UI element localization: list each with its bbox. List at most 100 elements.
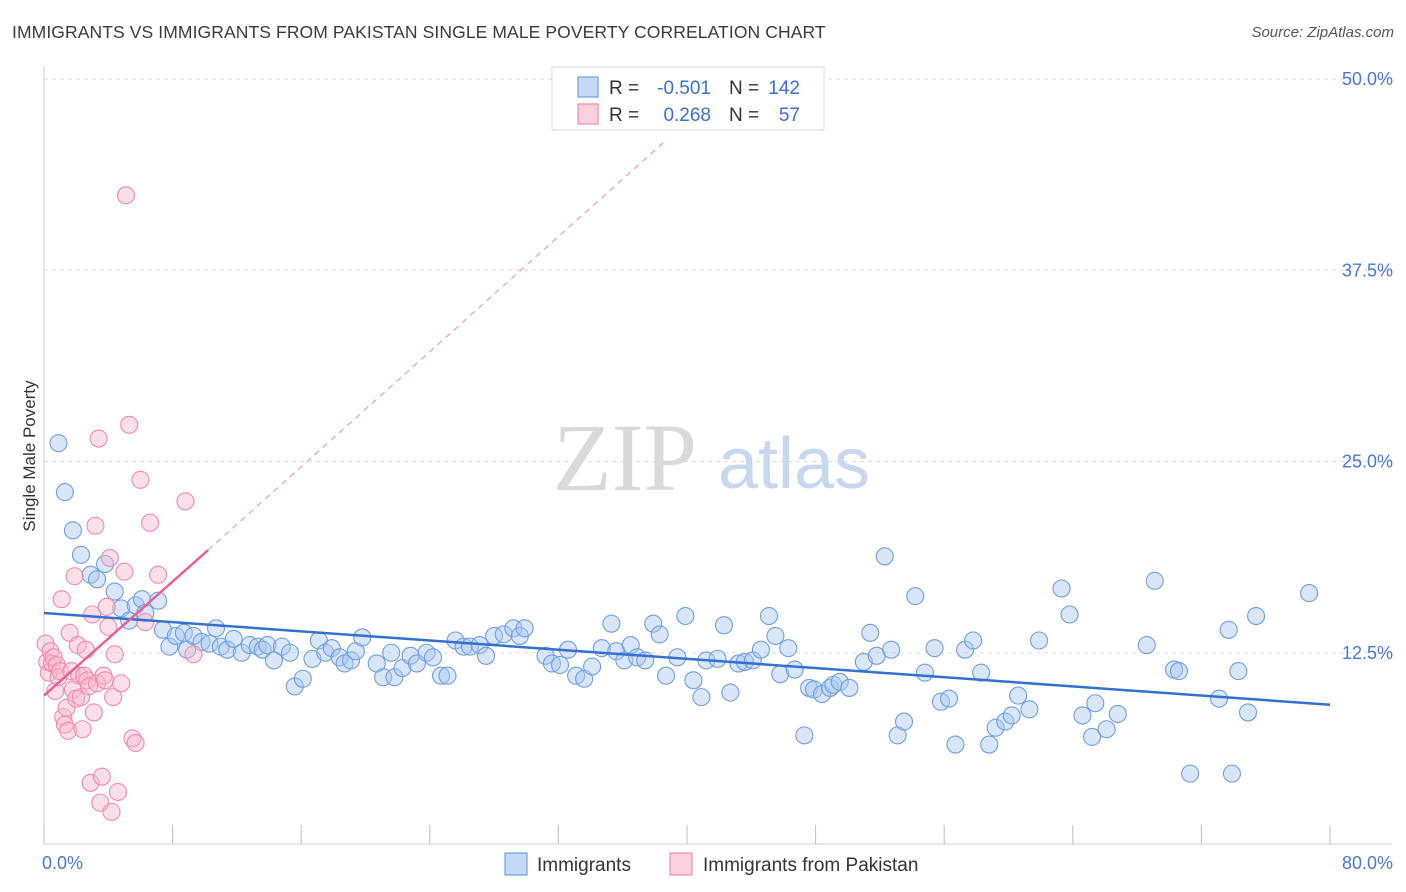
pakistan-point-56 <box>184 645 203 664</box>
immigrants-point-115 <box>906 587 925 606</box>
x-tick-label-0: 0.0% <box>42 853 83 873</box>
immigrants-point-30 <box>258 636 277 655</box>
series-legend: Immigrants Immigrants from Pakistan <box>504 852 918 876</box>
y-tick-labels: 12.5% 25.0% 37.5% 50.0% <box>1342 69 1393 663</box>
pakistan-point-31 <box>86 516 105 535</box>
immigrants-point-143 <box>1210 689 1229 708</box>
immigrants-point-117 <box>925 639 944 658</box>
immigrants-point-62 <box>494 625 513 644</box>
source-label: Source: ZipAtlas.com <box>1251 24 1394 41</box>
immigrants-point-125 <box>986 718 1005 737</box>
pakistan-point-46 <box>115 562 134 581</box>
immigrants-point-31 <box>264 651 283 670</box>
immigrants-point-1 <box>55 483 74 502</box>
watermark: ZIP atlas <box>553 404 870 511</box>
pakistan-point-54 <box>149 565 168 584</box>
immigrants-point-135 <box>1086 694 1105 713</box>
immigrants-point-28 <box>248 637 267 656</box>
pakistan-point-33 <box>89 429 108 448</box>
immigrants-point-53 <box>423 648 443 667</box>
legend-swatch-pakistan-bottom <box>669 852 693 876</box>
pakistan-point-13 <box>57 698 76 717</box>
pakistan-point-18 <box>65 567 84 586</box>
trend-line-pakistan <box>43 549 209 697</box>
immigrants-point-136 <box>1097 720 1116 739</box>
immigrants-point-55 <box>438 666 457 685</box>
immigrants-point-127 <box>1002 706 1021 725</box>
immigrants-point-142 <box>1181 764 1200 783</box>
pakistan-point-23 <box>73 720 92 739</box>
y-axis-label: Single Male Poverty <box>20 380 39 532</box>
immigrants-point-66 <box>536 646 555 665</box>
pakistan-point-29 <box>83 605 102 624</box>
pakistan-point-28 <box>81 773 100 792</box>
pakistan-point-37 <box>96 671 115 690</box>
watermark-atlas: atlas <box>718 424 870 504</box>
pakistan-point-42 <box>104 688 123 707</box>
immigrants-point-3 <box>71 545 91 564</box>
immigrants-point-122 <box>964 631 983 650</box>
immigrants-point-139 <box>1145 571 1164 590</box>
pakistan-point-53 <box>141 513 160 532</box>
immigrants-point-60 <box>477 646 496 665</box>
legend-n-label-1: N = <box>729 78 759 99</box>
pakistan-point-52 <box>136 613 155 632</box>
immigrants-point-111 <box>875 547 894 566</box>
immigrants-point-132 <box>1060 605 1079 624</box>
immigrants-point-94 <box>751 640 770 659</box>
immigrants-point-138 <box>1137 636 1156 655</box>
immigrants-point-141 <box>1169 662 1188 681</box>
immigrants-point-21 <box>200 634 219 653</box>
immigrants-point-33 <box>280 643 299 662</box>
immigrants-point-40 <box>330 648 349 667</box>
pakistan-point-10 <box>52 590 71 609</box>
immigrants-point-54 <box>432 666 451 685</box>
pakistan-point-51 <box>131 470 150 489</box>
legend-n-value-2: 57 <box>779 105 800 126</box>
x-tick-label-1: 80.0% <box>1342 853 1393 873</box>
legend-label-pakistan: Immigrants from Pakistan <box>703 855 918 876</box>
y-tick-label-3: 50.0% <box>1342 69 1393 89</box>
pakistan-point-38 <box>97 597 116 616</box>
axes <box>43 66 1392 845</box>
immigrants-point-120 <box>946 735 965 754</box>
pakistan-point-48 <box>120 415 139 434</box>
pakistan-point-47 <box>116 186 136 205</box>
immigrants-point-128 <box>1009 686 1028 705</box>
pakistan-point-35 <box>92 767 111 786</box>
immigrants-point-133 <box>1073 706 1092 725</box>
immigrants-point-124 <box>980 735 999 754</box>
immigrants-point-98 <box>779 639 798 658</box>
immigrants-point-35 <box>293 669 312 688</box>
immigrants-point-148 <box>1247 606 1266 626</box>
immigrants-point-145 <box>1222 764 1241 783</box>
pakistan-point-44 <box>108 782 127 802</box>
immigrants-point-112 <box>882 640 901 659</box>
immigrants-point-131 <box>1052 579 1071 598</box>
series-pakistan-points <box>36 186 203 821</box>
legend-r-value-2: 0.268 <box>663 105 711 126</box>
legend-swatch-immigrants <box>577 76 599 98</box>
immigrants-point-7 <box>105 582 124 601</box>
immigrants-point-144 <box>1219 620 1238 639</box>
y-tick-label-0: 12.5% <box>1342 643 1393 663</box>
y-tick-label-2: 37.5% <box>1342 260 1393 280</box>
pakistan-point-14 <box>59 721 78 740</box>
immigrants-point-96 <box>766 626 785 645</box>
legend-swatch-pakistan <box>577 103 599 125</box>
pakistan-point-30 <box>84 703 103 722</box>
immigrants-point-119 <box>939 689 959 708</box>
immigrants-point-74 <box>602 614 621 633</box>
immigrants-point-22 <box>206 619 226 638</box>
immigrants-point-81 <box>650 625 669 644</box>
stats-legend: R = -0.501 N = 142 R = 0.268 N = 57 <box>551 66 825 131</box>
immigrants-point-86 <box>692 688 711 707</box>
immigrants-point-104 <box>821 678 840 697</box>
immigrants-point-146 <box>1229 662 1248 681</box>
immigrants-point-80 <box>644 614 663 633</box>
immigrants-point-89 <box>714 616 734 635</box>
legend-n-value-1: 142 <box>768 78 800 99</box>
grid-lines <box>44 78 1392 654</box>
immigrants-point-147 <box>1238 703 1258 722</box>
